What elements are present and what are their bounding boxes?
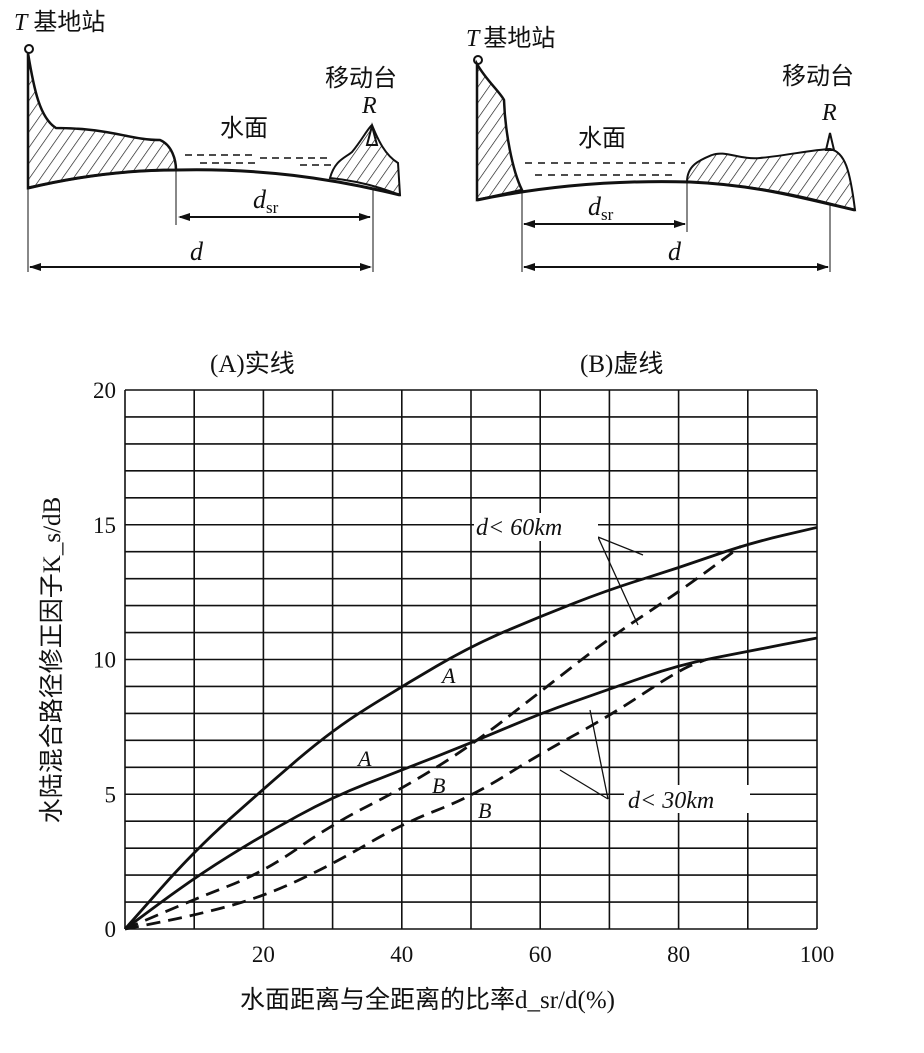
grid xyxy=(124,389,818,930)
title-solid: (A)实线 xyxy=(210,350,295,378)
station-label: 基地站 xyxy=(33,9,105,36)
water-waves xyxy=(525,162,685,176)
diagram-left: T 基地站 水面 移动台 R dsr d xyxy=(14,9,402,272)
diagram-right: T 基地站 水面 移动台 R dsr d xyxy=(466,25,857,272)
d-label: d xyxy=(668,237,682,266)
station-label: 基地站 xyxy=(483,25,555,52)
svg-text:dsr: dsr xyxy=(588,192,614,224)
mobile-mark: R xyxy=(821,100,837,126)
series-line-1 xyxy=(124,636,818,931)
x-tick-label: 80 xyxy=(667,942,690,967)
dsr-label: d xyxy=(253,185,267,214)
series-line-0 xyxy=(123,526,818,930)
series-line-3 xyxy=(124,658,707,931)
mobile-antenna-icon xyxy=(365,122,379,146)
label-a-60: A xyxy=(440,663,456,688)
y-axis-label: 水陆混合路径修正因子K_s/dB xyxy=(38,497,66,823)
dsr-sub: sr xyxy=(266,198,279,217)
station-mark: T xyxy=(466,26,481,52)
mobile-label: 移动台 xyxy=(325,65,397,92)
label-d60: d< 60km xyxy=(476,515,562,541)
y-tick-label: 20 xyxy=(93,378,116,403)
terrain-diagrams: T 基地站 水面 移动台 R dsr d T 基地站 水面 移动台 R dsr d xyxy=(14,9,857,272)
mobile-antenna-icon xyxy=(824,132,836,151)
land-t xyxy=(475,59,524,202)
station-mark: T xyxy=(14,10,29,36)
x-tick-label: 100 xyxy=(800,942,835,967)
water-label: 水面 xyxy=(220,115,268,142)
x-tick-label: 40 xyxy=(390,942,413,967)
label-b-30: B xyxy=(478,798,491,823)
y-tick-label: 15 xyxy=(93,513,116,538)
mobile-label: 移动台 xyxy=(782,63,854,90)
y-tick-label: 5 xyxy=(105,782,117,807)
water-label: 水面 xyxy=(578,125,626,152)
d-label: d xyxy=(190,237,204,266)
annotation-leaders xyxy=(559,536,644,800)
ticks: 20 40 60 80 100 0 5 10 15 20 xyxy=(93,378,834,967)
label-b-60: B xyxy=(432,773,445,798)
x-tick-label: 20 xyxy=(252,942,275,967)
x-axis-label: 水面距离与全距离的比率d_sr/d(%) xyxy=(240,986,615,1014)
svg-text:dsr: dsr xyxy=(253,185,279,217)
label-a-30: A xyxy=(356,746,372,771)
dsr-label: d xyxy=(588,192,602,221)
mobile-mark: R xyxy=(361,93,377,119)
dsr-sub: sr xyxy=(601,205,614,224)
water-waves xyxy=(185,154,335,166)
x-tick-label: 60 xyxy=(529,942,552,967)
earth-curve xyxy=(27,168,401,197)
y-tick-label: 0 xyxy=(105,917,117,942)
series-group xyxy=(123,526,818,931)
series-line-2 xyxy=(124,545,742,931)
y-tick-label: 10 xyxy=(93,648,116,673)
land-r xyxy=(685,147,857,212)
label-d30: d< 30km xyxy=(628,788,714,814)
title-dashed: (B)虚线 xyxy=(580,350,663,378)
